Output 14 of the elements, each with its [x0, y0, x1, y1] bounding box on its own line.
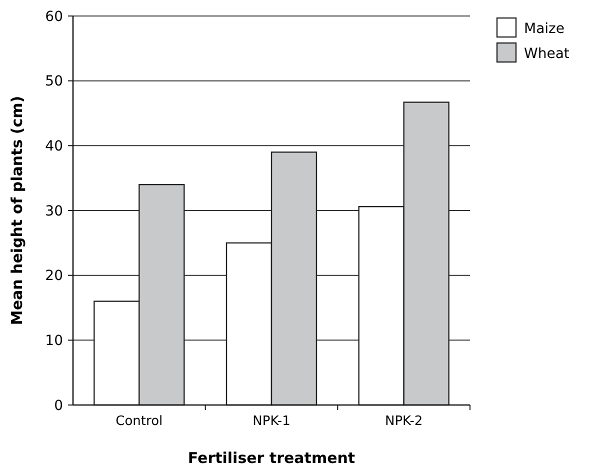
legend-label: Maize: [524, 20, 565, 37]
y-tick-label: 20: [45, 268, 63, 284]
y-tick-label: 50: [45, 74, 63, 90]
y-tick-label: 60: [45, 8, 63, 25]
y-tick-label: 30: [45, 203, 63, 220]
y-axis-title: Mean height of plants (cm): [8, 96, 26, 326]
x-tick-label: NPK-2: [384, 414, 423, 429]
y-tick-label: 40: [45, 138, 63, 155]
x-axis-title: Fertiliser treatment: [188, 449, 356, 467]
y-tick-label: 0: [54, 398, 63, 414]
y-tick-label: 10: [45, 333, 63, 350]
x-tick-label: NPK-1: [252, 414, 290, 429]
legend-label: Wheat: [524, 46, 570, 62]
x-tick-label: Control: [116, 414, 163, 429]
